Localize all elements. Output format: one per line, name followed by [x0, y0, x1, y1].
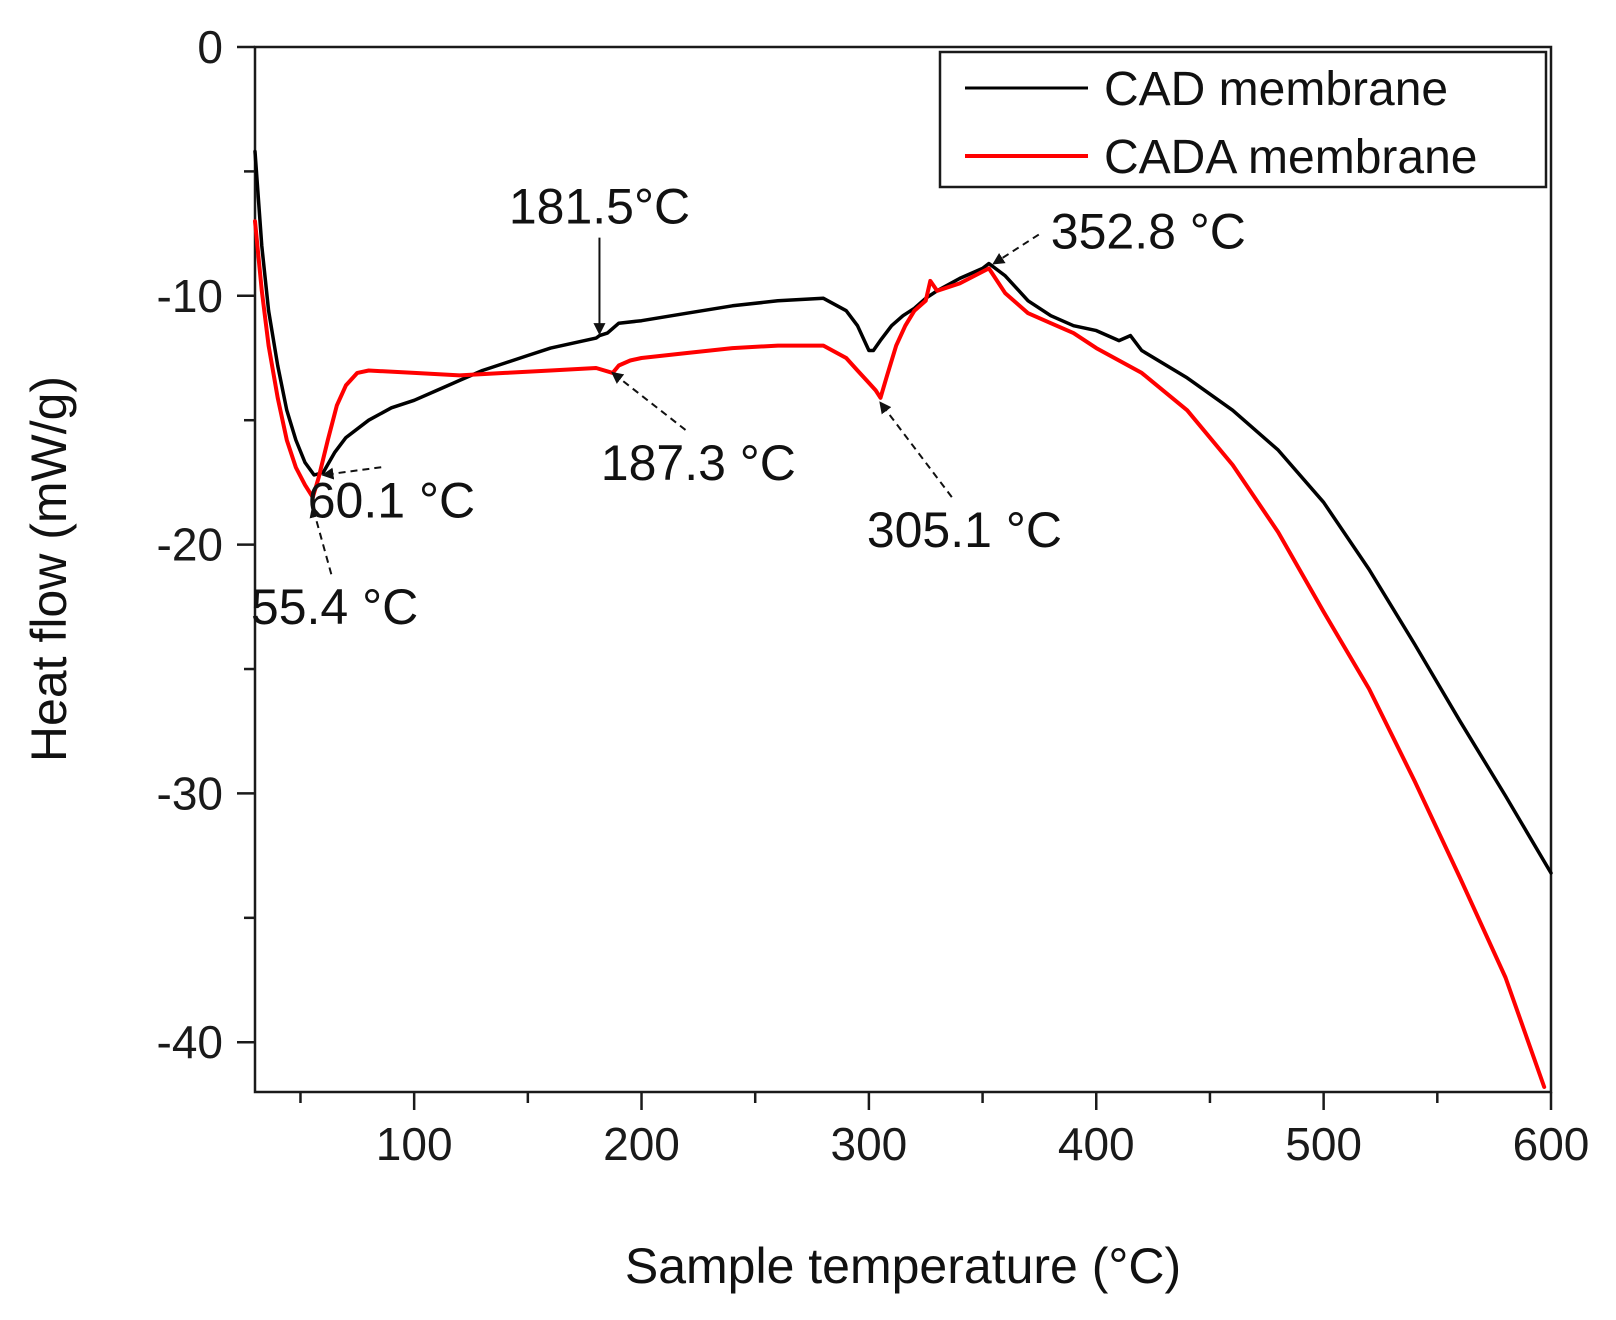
x-tick-label: 300 [831, 1118, 908, 1170]
annotation-arrow [992, 233, 1040, 265]
y-tick-label: -30 [157, 767, 223, 819]
x-tick-label: 400 [1058, 1118, 1135, 1170]
legend-box [938, 50, 1548, 189]
x-tick-label: 500 [1285, 1118, 1362, 1170]
plot-frame [253, 45, 1553, 1094]
cada-membrane-line [253, 219, 1547, 1089]
annotation-label: 352.8 °C [1051, 204, 1246, 260]
legend-label: CAD membrane [1104, 63, 1448, 116]
annotation-label: 60.1 °C [308, 472, 475, 528]
annotation-arrow [321, 466, 382, 480]
series-lines [253, 149, 1553, 1089]
cad-membrane-line [253, 149, 1553, 875]
x-axis-title: Sample temperature (°C) [625, 1238, 1181, 1294]
y-tick-label: -20 [157, 519, 223, 571]
x-tick-label: 600 [1513, 1118, 1590, 1170]
y-tick-label: -40 [157, 1016, 223, 1068]
y-tick-label: -10 [157, 270, 223, 322]
legend-label: CADA membrane [1104, 131, 1477, 184]
annotations: 181.5°C 352.8 °C 60.1 °C 55.4 °C 187.3 °C 305… [251, 179, 1246, 636]
annotation-arrow [879, 401, 953, 498]
annotation-label: 181.5°C [509, 179, 690, 235]
annotation-label: 187.3 °C [601, 435, 796, 491]
y-axis-title: Heat flow (mW/g) [21, 376, 77, 762]
axis-ticks: 100 200 300 400 500 600 0 -10 -20 -30 -40 [157, 21, 1590, 1170]
x-tick-label: 200 [603, 1118, 680, 1170]
y-tick-label: 0 [197, 21, 223, 73]
x-tick-label: 100 [376, 1118, 453, 1170]
annotation-label: 55.4 °C [251, 579, 418, 635]
annotation-label: 305.1 °C [867, 502, 1062, 558]
legend: CAD membrane CADA membrane [938, 50, 1548, 189]
annotation-arrow [611, 371, 687, 431]
